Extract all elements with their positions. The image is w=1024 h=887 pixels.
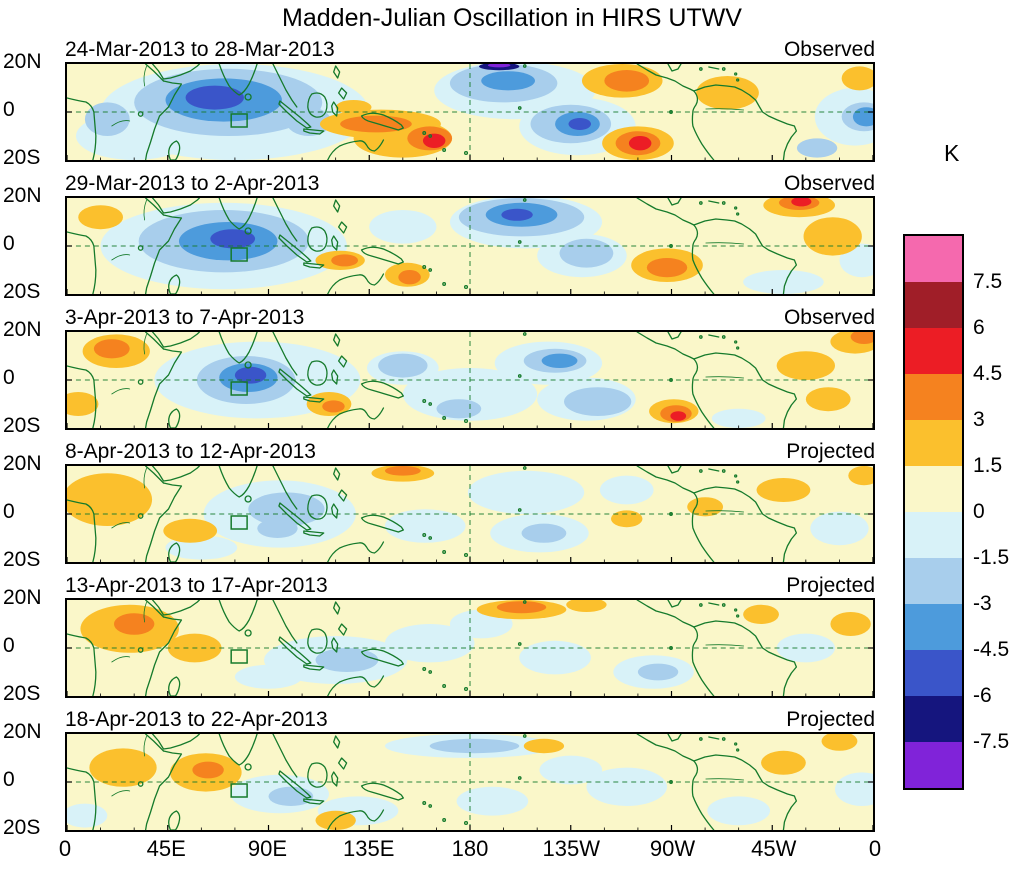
y-tick-label: 20N [3,184,42,207]
anomaly-map [65,732,875,832]
panel-5: 13-Apr-2013 to 17-Apr-2013 Projected 20N 0 2… [3,572,875,705]
anomaly-map [65,62,875,162]
x-tick-label: 45W [751,836,797,861]
x-tick-label: 45E [146,836,186,861]
anomaly-map [65,598,875,698]
panel-header: 29-Mar-2013 to 2-Apr-2013 Observed [65,170,875,196]
colorbar-tick-label: 1.5 [973,454,1003,477]
x-tick-label: 0 [868,836,882,861]
panel-2: 29-Mar-2013 to 2-Apr-2013 Observed 20N 0 20S [3,170,875,303]
anomaly-map [65,330,875,430]
colorbar: 7.5 6 4.5 3 1.5 0 -1.5 -3 -4.5 -6 -7.5 [903,234,1024,799]
x-axis: 0 45E 90E 135E 180 135W 90W 45W 0 [59,836,881,864]
panel-status-label: Projected [786,708,875,731]
panel-status-label: Projected [786,574,875,597]
colorbar-segment [905,650,962,696]
anomaly-map [65,464,875,564]
colorbar-tick-label: -7.5 [973,730,1010,753]
panel-1: 24-Mar-2013 to 28-Mar-2013 Observed 20N 0 20… [3,36,875,169]
colorbar-tick-label: 7.5 [973,270,1003,293]
panel-status-label: Observed [783,38,875,61]
colorbar-segment [905,466,962,512]
anomaly-map-svg [67,64,873,160]
colorbar-segment [905,328,962,374]
panel-date-range: 18-Apr-2013 to 22-Apr-2013 [65,708,328,731]
colorbar-tick-label: 4.5 [973,362,1003,385]
colorbar-tick-label: 6 [973,316,985,339]
colorbar-segment [905,374,962,420]
colorbar-tick-label: -4.5 [973,638,1010,661]
panel-date-range: 3-Apr-2013 to 7-Apr-2013 [65,306,305,329]
colorbar-segment [905,604,962,650]
panel-header: 13-Apr-2013 to 17-Apr-2013 Projected [65,572,875,598]
panel-3: 3-Apr-2013 to 7-Apr-2013 Observed 20N 0 20S [3,304,875,437]
y-tick-label: 20N [3,586,42,609]
anomaly-map-svg [67,734,873,830]
colorbar-segment [905,558,962,604]
map-panels: 24-Mar-2013 to 28-Mar-2013 Observed 20N 0 20… [3,36,875,840]
panel-date-range: 13-Apr-2013 to 17-Apr-2013 [65,574,328,597]
colorbar-tick-label: -1.5 [973,546,1010,569]
colorbar-tick-label: -3 [973,592,992,615]
panel-status-label: Observed [783,172,875,195]
colorbar-segment [905,696,962,742]
y-tick-label: 0 [3,98,15,121]
colorbar-segment [905,512,962,558]
anomaly-map-svg [67,466,873,562]
y-tick-label: 20S [3,548,41,571]
panel-status-label: Observed [783,306,875,329]
x-tick-label: 90E [247,836,288,861]
y-tick-label: 0 [3,366,15,389]
panel-date-range: 24-Mar-2013 to 28-Mar-2013 [65,38,335,61]
y-tick-label: 0 [3,500,15,523]
panel-6: 18-Apr-2013 to 22-Apr-2013 Projected 20N 0 2… [3,706,875,839]
x-tick-label: 180 [451,836,489,861]
anomaly-map [65,196,875,296]
panel-header: 18-Apr-2013 to 22-Apr-2013 Projected [65,706,875,732]
x-tick-label: 135W [542,836,600,861]
x-tick-label: 135E [343,836,395,861]
panel-4: 8-Apr-2013 to 12-Apr-2013 Projected 20N 0 20… [3,438,875,571]
colorbar-segment [905,236,962,282]
y-tick-label: 20S [3,414,41,437]
anomaly-map-svg [67,600,873,696]
colorbar-tick-label: -6 [973,684,992,707]
panel-header: 8-Apr-2013 to 12-Apr-2013 Projected [65,438,875,464]
y-tick-label: 0 [3,634,15,657]
colorbar-segment [905,420,962,466]
y-tick-label: 20N [3,720,42,743]
y-tick-label: 20S [3,146,41,169]
figure-title: Madden-Julian Oscillation in HIRS UTWV [282,4,742,32]
y-tick-label: 20N [3,50,42,73]
panel-date-range: 8-Apr-2013 to 12-Apr-2013 [65,440,316,463]
y-tick-label: 20S [3,816,41,839]
colorbar-segment [905,282,962,328]
y-tick-label: 20S [3,280,41,303]
y-tick-label: 0 [3,232,15,255]
anomaly-map-svg [67,198,873,294]
colorbar-gradient [903,234,964,790]
colorbar-tick-label: 3 [973,408,985,431]
panel-status-label: Projected [786,440,875,463]
panel-header: 3-Apr-2013 to 7-Apr-2013 Observed [65,304,875,330]
y-tick-label: 0 [3,768,15,791]
panel-date-range: 29-Mar-2013 to 2-Apr-2013 [65,172,320,195]
y-tick-label: 20N [3,452,42,475]
colorbar-tick-label: 0 [973,500,985,523]
colorbar-segment [905,742,962,788]
panel-header: 24-Mar-2013 to 28-Mar-2013 Observed [65,36,875,62]
x-tick-label: 0 [58,836,72,861]
anomaly-map-svg [67,332,873,428]
x-tick-label: 90W [649,836,696,861]
y-tick-label: 20N [3,318,42,341]
colorbar-units-label: K [944,140,960,166]
y-tick-label: 20S [3,682,41,705]
